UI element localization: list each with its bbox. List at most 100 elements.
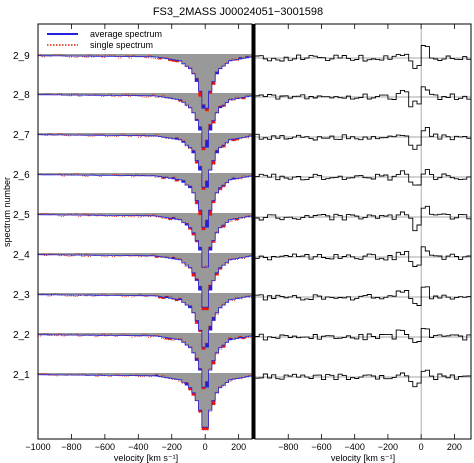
deviation-mark [218,267,222,270]
deviation-mark [155,374,159,377]
left-x-axis-label: velocity [km s⁻¹] [114,453,178,463]
deviation-mark [195,78,199,82]
average-profile-fill [38,133,252,188]
residual-curve [255,327,471,344]
deviation-mark [221,185,226,187]
deviation-mark [201,104,206,109]
deviation-mark [171,257,176,259]
deviation-mark [175,60,179,63]
single-spectrum-line [38,93,252,151]
right-x-tick-label: −600 [311,442,331,452]
deviation-mark [191,272,196,277]
deviation-mark [188,387,192,391]
deviation-mark [201,427,206,430]
deviation-mark [185,382,189,386]
spectrum-label: 2_5 [13,210,30,221]
single-spectrum-line [38,54,252,112]
legend-average-label: average spectrum [90,29,162,39]
deviation-mark [191,150,196,153]
deviation-mark [168,59,172,61]
right-x-tick-label: −200 [378,442,398,452]
deviation-mark [198,330,202,332]
residual-curve [255,86,471,108]
deviation-mark [195,160,199,164]
right-x-ticks: −800 −600 −400 −200 0 200 [278,24,462,452]
deviation-mark [198,410,202,413]
right-x-axis-label: velocity [km s⁻¹] [331,453,395,463]
deviation-mark [221,145,226,148]
deviation-mark [171,59,176,62]
average-spectrum-line [38,55,252,109]
residual-curve [255,205,471,232]
residual-curve [255,286,471,306]
left-x-tick-label: −1000 [25,442,50,452]
deviation-mark [171,177,176,179]
deviation-mark [198,246,202,251]
average-spectrum-line [38,374,252,428]
deviation-mark [175,299,179,301]
deviation-mark [208,210,212,216]
spectrum-label: 2_7 [13,130,30,141]
deviation-mark [221,345,226,348]
average-profile-fill [38,173,252,228]
left-x-tick-label: −400 [128,442,148,452]
deviation-mark [208,91,212,94]
deviation-mark [195,118,199,121]
deviation-mark [211,81,216,85]
deviation-mark [161,297,166,299]
y-axis-label: spectrum number [2,177,12,247]
average-spectrum-line [38,134,252,188]
deviation-mark [198,91,202,97]
deviation-mark [178,99,182,102]
deviation-mark [205,180,209,188]
deviation-mark [205,343,209,348]
deviation-mark [238,57,242,59]
panel-divider [252,24,255,439]
average-spectrum-line [38,94,252,148]
deviation-mark [195,240,199,243]
deviation-mark [241,97,246,100]
residual-curve [255,369,471,388]
average-profile-fill [38,93,252,148]
deviation-mark [168,338,172,340]
deviation-mark [198,126,202,131]
average-profile-fill [38,373,252,428]
residual-curve [255,126,471,150]
average-spectrum-line [38,214,252,268]
spectrum-label: 2_9 [13,51,30,62]
deviation-mark [215,71,219,74]
deviation-mark [161,177,166,179]
deviation-mark [205,219,209,228]
left-x-tick-label: −800 [61,442,81,452]
residual-curve [255,246,471,267]
average-profile-fill [38,213,252,268]
left-panel: −1000 −800 −600 −400 −200 0 200 velocity [km s… [25,23,253,463]
left-x-tick-label: 200 [231,442,246,452]
deviation-mark [211,120,216,124]
deviation-mark [195,200,199,205]
deviation-mark [215,272,219,276]
residual-curve [255,169,471,186]
deviation-mark [208,285,212,291]
deviation-mark [238,336,242,338]
average-spectrum-line [38,254,252,308]
spectrum-label: 2_3 [13,290,30,301]
deviation-mark [168,218,172,220]
deviation-mark [178,298,182,300]
deviation-mark [215,150,219,153]
deviation-mark [245,56,249,58]
deviation-mark [175,179,179,182]
deviation-mark [201,307,206,310]
spectrum-label: 2_6 [13,170,30,181]
deviation-mark [171,217,176,219]
deviation-mark [208,246,212,251]
left-lines-layer [38,54,252,431]
right-panel: −800 −600 −400 −200 0 200 velocity [km s⁻¹] [254,23,472,463]
deviation-mark [235,138,239,141]
deviation-mark [211,316,216,321]
single-spectrum-line [38,293,252,350]
deviation-mark [195,357,199,361]
deviation-mark [201,227,206,230]
deviation-mark [235,218,239,221]
